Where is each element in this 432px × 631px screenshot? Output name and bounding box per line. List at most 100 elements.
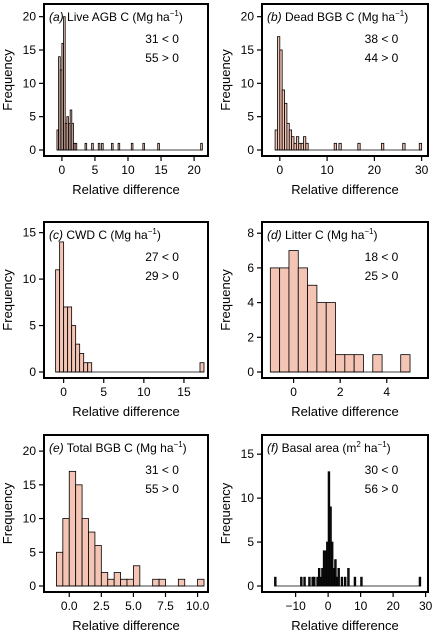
histogram-bar bbox=[71, 325, 77, 373]
histogram-bar bbox=[94, 545, 102, 587]
histogram-bar bbox=[308, 576, 311, 587]
histogram-bar bbox=[100, 572, 109, 587]
y-tick-label: 0 bbox=[247, 143, 254, 157]
y-tick-label: 10 bbox=[23, 272, 37, 286]
histogram-bar bbox=[347, 568, 350, 587]
histogram-bar bbox=[288, 250, 299, 373]
title-panel-letter: (f) bbox=[267, 441, 278, 455]
panel-frame bbox=[43, 221, 209, 379]
panel-title: (a) Live AGB C (Mg ha−1) bbox=[49, 9, 183, 24]
y-tick-label: 0 bbox=[247, 365, 254, 379]
histogram-bar bbox=[83, 362, 89, 373]
bars bbox=[55, 241, 205, 373]
y-tick-label: 2 bbox=[247, 330, 254, 344]
histogram-bar bbox=[133, 565, 141, 587]
y-tick-label: 0 bbox=[29, 365, 36, 379]
panel-frame bbox=[261, 3, 429, 157]
y-axis-label: Frequency bbox=[0, 269, 15, 331]
y-tick-label: 15 bbox=[241, 447, 255, 461]
panel-frame bbox=[261, 221, 429, 379]
y-axis-label: Frequency bbox=[218, 49, 233, 111]
title-panel-letter: (b) bbox=[267, 10, 282, 24]
histogram-bar bbox=[75, 343, 81, 373]
panel-title: (f) Basal area (m2 ha−1) bbox=[267, 440, 391, 455]
title-panel-letter: (e) bbox=[49, 441, 64, 455]
histogram-bar bbox=[307, 284, 318, 373]
y-tick-label: 5 bbox=[247, 110, 254, 124]
histogram-bar bbox=[87, 362, 93, 373]
histogram-bar bbox=[353, 576, 357, 587]
y-axis-label: Frequency bbox=[0, 482, 15, 544]
count-annotation: 27 < 0 bbox=[145, 250, 179, 264]
y-tick-label: 15 bbox=[23, 43, 37, 57]
y-tick-label: 5 bbox=[29, 110, 36, 124]
count-annotation: 31 < 0 bbox=[145, 463, 179, 477]
histogram-bar bbox=[199, 362, 205, 373]
panel-frame bbox=[43, 3, 209, 157]
histogram-bar bbox=[313, 576, 316, 587]
x-tick-label: 0 bbox=[59, 163, 66, 177]
count-annotation: 25 > 0 bbox=[365, 269, 399, 283]
histogram-bar bbox=[279, 267, 290, 373]
panel-title: (e) Total BGB C (Mg ha−1) bbox=[49, 440, 187, 455]
count-annotation: 56 > 0 bbox=[365, 482, 399, 496]
x-tick-label: 0 bbox=[290, 385, 297, 399]
x-tick-label: 10 bbox=[354, 599, 368, 613]
y-tick-label: 5 bbox=[29, 319, 36, 333]
title-title-close: ) bbox=[157, 228, 161, 242]
x-tick-label: 30 bbox=[419, 599, 432, 613]
title-title-close: ) bbox=[183, 441, 187, 455]
title-title-sup: −1 bbox=[174, 440, 184, 449]
y-tick-label: 4 bbox=[247, 296, 254, 310]
count-annotation: 38 < 0 bbox=[365, 32, 399, 46]
panel-title: (d) Litter C (Mg ha−1) bbox=[267, 227, 378, 242]
panel-title: (c) CWD C (Mg ha−1) bbox=[49, 227, 161, 242]
title-title-sup: −1 bbox=[148, 227, 158, 236]
histogram-bar bbox=[297, 267, 308, 373]
histogram-bar bbox=[157, 142, 160, 151]
y-tick-label: 0 bbox=[29, 143, 36, 157]
histogram-bar bbox=[418, 576, 422, 587]
x-tick-label: 7.5 bbox=[157, 599, 174, 613]
histogram-bar bbox=[300, 576, 303, 587]
y-tick-label: 20 bbox=[23, 10, 37, 24]
histogram-bar bbox=[333, 142, 337, 151]
y-tick-label: 0 bbox=[247, 579, 254, 593]
histogram-bar bbox=[343, 576, 347, 587]
histogram-bar bbox=[81, 518, 89, 587]
panel-c: 0 5 10 15 0 5 10 15 Relative difference Frequency… bbox=[0, 221, 209, 419]
title-title-sup2: −1 bbox=[378, 440, 388, 449]
histogram-bar bbox=[337, 568, 340, 587]
x-tick-label: 0.0 bbox=[61, 599, 78, 613]
histogram-bar bbox=[67, 306, 73, 373]
y-tick-label: 20 bbox=[23, 444, 37, 458]
histogram-bar bbox=[303, 576, 306, 587]
histogram-bar bbox=[68, 470, 77, 587]
histogram-bar bbox=[59, 241, 65, 373]
title-title: Total BGB C (Mg ha bbox=[67, 441, 174, 455]
y-tick-label: 5 bbox=[247, 535, 254, 549]
title-title: Live AGB C (Mg ha bbox=[67, 10, 170, 24]
histogram-bar bbox=[335, 354, 346, 373]
y-tick-label: 10 bbox=[23, 512, 37, 526]
panel-e: 0.0 2.5 5.0 7.5 10.0 0 5 10 15 20 Relative differe… bbox=[0, 434, 210, 631]
histogram-bar bbox=[200, 142, 203, 151]
histogram-bar bbox=[107, 578, 115, 587]
histogram-bar bbox=[338, 142, 342, 151]
histogram-bar bbox=[55, 269, 61, 373]
histogram-bar bbox=[120, 578, 128, 587]
title-panel-letter: (d) bbox=[267, 228, 282, 242]
histogram-bar bbox=[97, 142, 101, 151]
histogram-bar bbox=[357, 142, 361, 151]
histogram-bar bbox=[325, 302, 336, 373]
histogram-bar bbox=[177, 578, 186, 587]
histogram-bar bbox=[126, 578, 134, 587]
bars bbox=[56, 470, 205, 587]
count-annotation: 30 < 0 bbox=[365, 463, 399, 477]
x-tick-label: 20 bbox=[368, 163, 382, 177]
panel-frame bbox=[261, 434, 429, 593]
title-title: Litter C (Mg ha bbox=[285, 228, 365, 242]
x-tick-label: 0 bbox=[276, 163, 283, 177]
title-title-close: ) bbox=[387, 441, 391, 455]
y-tick-label: 15 bbox=[241, 43, 255, 57]
